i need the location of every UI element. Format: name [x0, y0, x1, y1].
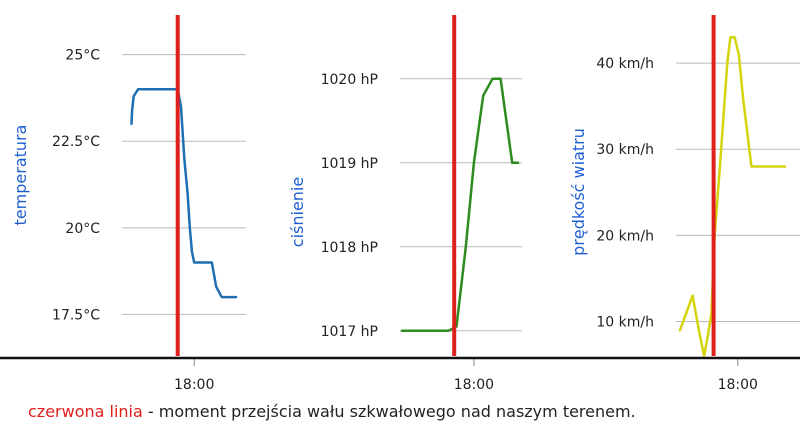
- x-tick-label: 18:00: [174, 377, 214, 393]
- x-tick-label: 18:00: [454, 377, 494, 393]
- series-line-1: [130, 88, 238, 299]
- chart-panel-1: 25°C 22.5°C 20°C 17.5°C temperatura 18:00: [11, 15, 246, 393]
- y-axis-label: prędkość wiatru: [569, 128, 588, 256]
- y-tick-label: 30 km/h: [596, 142, 654, 158]
- y-tick-label: 20 km/h: [596, 228, 654, 244]
- y-tick-label: 22.5°C: [52, 134, 100, 150]
- y-axis-label: temperatura: [11, 125, 30, 226]
- x-tick-label: 18:00: [718, 377, 758, 393]
- caption-text: - moment przejścia wału szkwałowego nad …: [142, 402, 636, 421]
- series-line-1: [400, 77, 520, 333]
- y-tick-label: 17.5°C: [52, 307, 100, 323]
- y-axis-label: ciśnienie: [288, 177, 307, 247]
- series-line-1: [678, 35, 787, 358]
- y-tick-label: 1017 hP: [321, 324, 378, 340]
- y-tick-label: 1018 hP: [321, 240, 378, 256]
- caption: czerwona linia - moment przejścia wału s…: [28, 402, 636, 421]
- y-tick-label: 20°C: [65, 221, 100, 237]
- y-tick-label: 25°C: [65, 48, 100, 64]
- chart-panel-2: 1020 hP 1019 hP 1018 hP 1017 hP ciśnienie 18:…: [288, 15, 522, 393]
- caption-highlight: czerwona linia: [28, 402, 143, 421]
- y-tick-label: 1020 hP: [321, 72, 378, 88]
- y-tick-label: 1019 hP: [321, 156, 378, 172]
- y-tick-label: 40 km/h: [596, 56, 654, 72]
- chart-panel-3: 40 km/h 30 km/h 20 km/h 10 km/h prędkość wia…: [569, 15, 800, 393]
- y-tick-label: 10 km/h: [596, 315, 654, 331]
